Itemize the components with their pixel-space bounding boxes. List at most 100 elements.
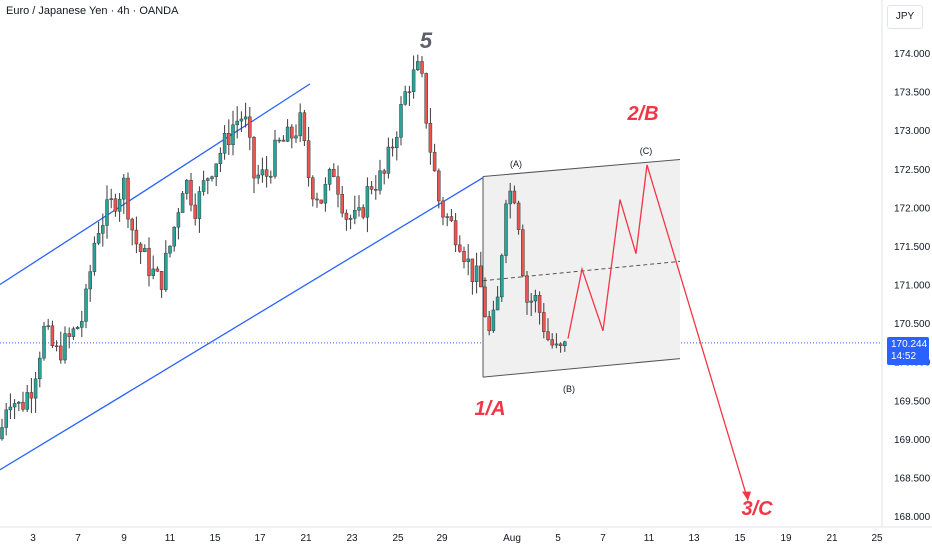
x-tick-label: 13 [688, 533, 700, 544]
candle-body [550, 339, 554, 346]
y-tick-label: 171.000 [894, 281, 931, 292]
y-tick-label: 171.500 [894, 242, 931, 253]
candle-body [189, 180, 193, 206]
wave-label: (A) [510, 159, 522, 169]
candle-body [411, 69, 416, 92]
chart-title: Euro / Japanese Yen · 4h · OANDA [6, 5, 179, 17]
candle-body [420, 61, 424, 74]
candle-body [243, 116, 248, 120]
candle-body [25, 392, 29, 410]
x-tick-label: 7 [600, 533, 606, 544]
candle-body [386, 146, 391, 174]
candle-body [340, 194, 344, 214]
candle-body [491, 309, 496, 331]
candle-body [542, 312, 546, 332]
x-tick-label: 11 [165, 533, 176, 544]
x-tick-label: 25 [871, 533, 883, 544]
candle-body [12, 403, 17, 408]
candle-body [353, 210, 357, 219]
candle-body [239, 118, 244, 122]
candle-body [311, 177, 315, 200]
candle-body [504, 203, 508, 256]
candle-body [474, 265, 479, 283]
candle-body [264, 169, 269, 177]
candle-body [298, 112, 302, 137]
candle-body [428, 122, 433, 153]
candle-body [403, 91, 407, 105]
x-tick-label: 29 [436, 533, 448, 544]
currency-selector[interactable]: JPY [887, 5, 923, 29]
corrective-channel-upper [482, 158, 681, 177]
x-tick-label: 7 [75, 533, 81, 544]
candle-body [445, 216, 449, 218]
candle-body [348, 217, 353, 220]
x-tick-label: 15 [209, 533, 221, 544]
candle-body [168, 245, 172, 254]
countdown-label: 14:52 [891, 351, 917, 362]
candle-body [206, 178, 210, 181]
candle-body [369, 186, 374, 190]
candle-body [33, 378, 38, 399]
x-tick-label: 9 [121, 533, 127, 544]
y-tick-label: 172.000 [894, 203, 931, 214]
candle-body [416, 61, 420, 71]
candle-body [487, 316, 491, 331]
candle-body [222, 132, 227, 154]
trend-channel-line [0, 83, 311, 286]
projection-path [567, 164, 751, 501]
candle-body [256, 174, 260, 179]
candle-body [185, 180, 189, 194]
candle-body [470, 258, 475, 283]
candle-body [143, 248, 147, 253]
candle-body [67, 333, 71, 337]
candle-body [38, 357, 42, 380]
candle-body [554, 343, 559, 346]
candle-body [54, 345, 59, 347]
candle-body [180, 193, 185, 213]
candle-body [361, 207, 365, 218]
candle-body [306, 140, 311, 179]
candle-body [529, 300, 533, 303]
x-tick-label: 15 [734, 533, 746, 544]
projection-arrowhead [742, 491, 751, 501]
candle-body [365, 186, 370, 218]
candle-body [378, 170, 382, 191]
candle-body [512, 190, 517, 204]
candle-body [521, 229, 525, 277]
candle-body [138, 243, 143, 253]
wave-label: (C) [640, 146, 653, 156]
candle-body [525, 275, 529, 303]
trend-channels [0, 83, 486, 471]
candle-body [4, 409, 8, 428]
candle-body [248, 116, 252, 138]
candle-body [516, 202, 521, 230]
candle-body [84, 288, 88, 322]
candle-body [500, 255, 504, 298]
candle-body [130, 218, 134, 231]
candle-body [117, 198, 122, 212]
x-tick-label: 3 [30, 533, 36, 544]
x-tick-label: 5 [555, 533, 561, 544]
candle-body [374, 189, 378, 191]
x-tick-label: 25 [392, 533, 404, 544]
candle-body [164, 252, 168, 290]
candle-body [357, 207, 361, 211]
candle-body [424, 73, 428, 124]
candle-body [533, 295, 538, 302]
x-tick-label: 21 [300, 533, 312, 544]
y-tick-label: 169.500 [894, 396, 931, 407]
candle-body [113, 198, 118, 212]
candle-body [458, 244, 462, 252]
wave-labels: 5 1/A 2/B 3/C (A) (B) (C) [420, 28, 773, 520]
wave-label: (B) [563, 384, 575, 394]
candle-body [218, 152, 223, 165]
candle-body [332, 169, 336, 177]
x-tick-label: 11 [644, 533, 655, 544]
candle-body [269, 175, 273, 178]
candle-body [147, 248, 151, 276]
candle-body [323, 184, 328, 204]
candle-body [466, 258, 470, 262]
trend-channel-line [0, 175, 486, 471]
candle-body [17, 401, 21, 404]
candle-body [399, 104, 403, 138]
